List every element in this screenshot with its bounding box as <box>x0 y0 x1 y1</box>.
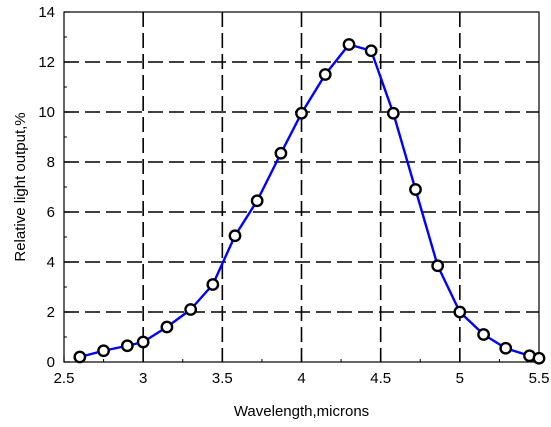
x-tick-label: 4.5 <box>370 370 391 387</box>
data-point <box>228 229 242 243</box>
data-point <box>477 328 490 341</box>
data-point <box>206 278 220 291</box>
y-tick-label: 10 <box>38 104 55 121</box>
x-tick-label: 5.5 <box>529 370 550 387</box>
data-point <box>409 183 422 196</box>
data-point <box>184 303 198 316</box>
data-point <box>250 194 264 208</box>
x-tick-label: 3.5 <box>212 370 233 387</box>
data-point <box>295 106 308 120</box>
y-tick-label: 14 <box>38 4 55 21</box>
data-point <box>386 106 400 120</box>
y-tick-label: 12 <box>38 54 55 71</box>
series-line-0 <box>79 43 540 360</box>
x-tick-label: 3 <box>139 370 147 387</box>
y-tick-label: 6 <box>47 204 55 221</box>
data-point <box>431 259 445 273</box>
x-tick-label: 5 <box>456 370 464 387</box>
y-tick-label: 0 <box>47 354 55 371</box>
data-point <box>73 350 87 364</box>
data-point <box>342 38 356 51</box>
data-point <box>453 305 467 319</box>
data-points <box>73 38 546 365</box>
data-point <box>499 341 513 355</box>
data-point <box>532 351 546 365</box>
data-point <box>364 44 378 58</box>
x-tick-label: 2.5 <box>54 370 75 387</box>
y-tick-label: 4 <box>47 254 55 271</box>
y-tick-label: 2 <box>47 304 55 321</box>
data-point <box>274 146 288 160</box>
series-line-group <box>79 43 540 360</box>
grid <box>64 12 539 362</box>
data-point <box>318 68 332 81</box>
y-axis-label: Relative light output,% <box>12 112 29 261</box>
x-axis-label: Wavelength,microns <box>234 403 369 420</box>
data-point <box>120 339 134 353</box>
data-point <box>136 335 150 349</box>
data-point <box>160 320 174 334</box>
x-tick-label: 4 <box>297 370 305 387</box>
y-tick-label: 8 <box>47 154 55 171</box>
ticks: 2.5 3 3.5 4 4.5 5 5.5 0 2 4 6 8 10 12 14 <box>38 4 549 387</box>
data-point <box>97 344 110 358</box>
